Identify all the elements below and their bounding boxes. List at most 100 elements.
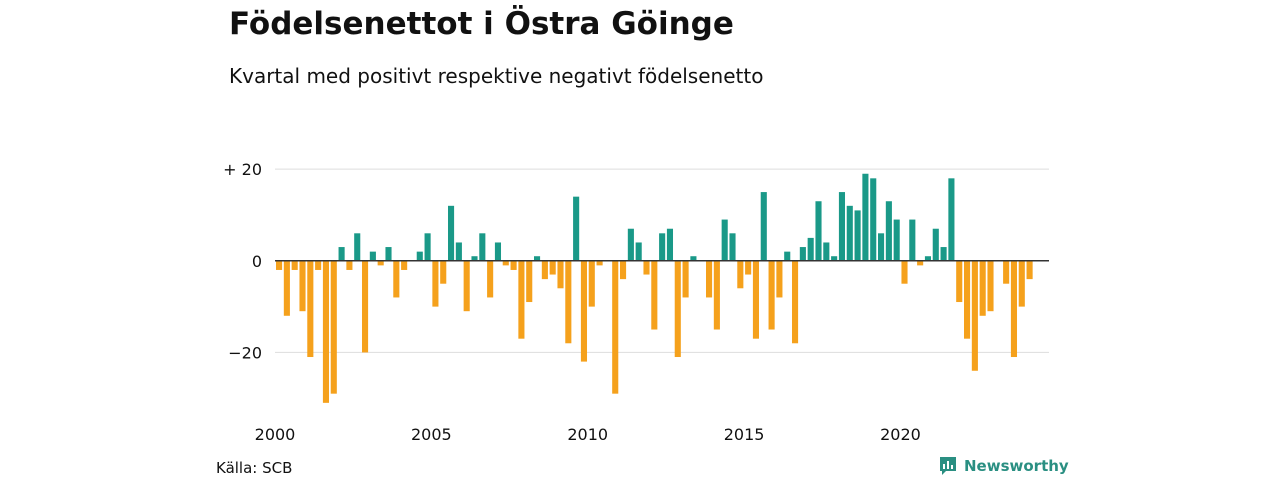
bar-positive	[455, 242, 462, 261]
bar-negative	[682, 260, 689, 298]
bar-negative	[463, 260, 470, 312]
bar-positive	[948, 178, 955, 261]
bar-negative	[432, 260, 439, 307]
bar-negative	[737, 260, 744, 289]
bar-negative	[322, 260, 330, 403]
bar-negative	[557, 260, 564, 289]
chart-subtitle: Kvartal med positivt respektive negativt…	[229, 64, 764, 88]
bar-negative	[917, 260, 924, 266]
chart-title: Födelsenettot i Östra Göinge	[229, 6, 734, 42]
bar-positive	[838, 192, 846, 261]
bar-negative	[674, 260, 681, 358]
bar-negative	[752, 260, 760, 339]
bar-positive	[424, 233, 431, 261]
bar-positive	[627, 228, 634, 261]
x-tick-label: 2005	[411, 425, 452, 444]
bar-negative	[393, 260, 400, 298]
bar-negative	[283, 260, 290, 316]
y-tick-label: 0	[252, 252, 262, 271]
bar-positive	[416, 251, 423, 261]
bar-negative	[362, 260, 369, 353]
bar-positive	[831, 256, 838, 261]
bar-negative	[377, 260, 384, 266]
bar-negative	[307, 260, 314, 358]
bar-positive	[721, 219, 728, 261]
bar-positive	[924, 256, 932, 261]
y-tick-label: + 20	[223, 160, 262, 179]
bar-positive	[823, 242, 830, 261]
bar-positive	[534, 256, 541, 261]
bar-positive	[573, 196, 580, 261]
bar-negative	[1003, 260, 1010, 284]
bar-positive	[385, 247, 392, 261]
x-tick-label: 2000	[255, 425, 296, 444]
bar-negative	[1010, 260, 1018, 358]
bar-negative	[276, 260, 283, 270]
bar-positive	[666, 228, 674, 261]
bar-positive	[729, 233, 736, 261]
bar-positive	[659, 233, 666, 261]
bar-negative	[964, 260, 971, 339]
bar-negative	[588, 260, 595, 307]
bar-positive	[854, 210, 861, 261]
bar-negative	[1026, 260, 1033, 280]
bar-negative	[565, 260, 572, 344]
bar-positive	[932, 228, 939, 261]
bar-negative	[651, 260, 658, 330]
bar-positive	[494, 242, 502, 261]
bar-positive	[690, 256, 697, 261]
bar-positive	[909, 219, 916, 261]
bar-negative	[987, 260, 994, 312]
bar-negative	[299, 260, 306, 312]
bar-negative	[291, 260, 298, 270]
bar-positive	[893, 219, 900, 261]
bar-negative	[643, 260, 650, 275]
bar-positive	[784, 251, 791, 261]
bar-positive	[870, 178, 877, 261]
bar-negative	[401, 260, 408, 270]
bar-positive	[479, 233, 486, 261]
bar-negative	[620, 260, 627, 280]
bar-negative	[768, 260, 775, 330]
bar-negative	[502, 260, 509, 266]
bar-positive	[369, 251, 376, 261]
newsworthy-logo-icon	[940, 457, 956, 475]
bar-negative	[706, 260, 713, 298]
bar-positive	[799, 247, 806, 261]
bar-negative	[971, 260, 978, 371]
bar-positive	[807, 237, 814, 261]
bar-negative	[526, 260, 533, 303]
bar-negative	[979, 260, 986, 316]
x-tick-label: 2020	[880, 425, 921, 444]
y-tick-label: −20	[228, 343, 262, 362]
bar-negative	[346, 260, 353, 270]
bar-positive	[448, 205, 455, 261]
bar-negative	[745, 260, 752, 275]
bar-positive	[815, 201, 822, 261]
bar-positive	[846, 205, 853, 261]
bar-negative	[510, 260, 517, 270]
brand-name: Newsworthy	[964, 457, 1069, 475]
bar-negative	[315, 260, 322, 270]
bar-negative	[612, 260, 619, 394]
bar-negative	[541, 260, 548, 280]
bar-negative	[580, 260, 588, 362]
bar-positive	[760, 192, 767, 261]
x-tick-label: 2010	[567, 425, 608, 444]
bar-positive	[471, 256, 478, 261]
bar-negative	[440, 260, 447, 284]
bar-negative	[518, 260, 525, 339]
bar-negative	[776, 260, 783, 298]
bar-negative	[792, 260, 799, 344]
brand-logo[interactable]: Newsworthy	[938, 456, 1069, 476]
bar-positive	[338, 247, 345, 261]
bar-negative	[956, 260, 963, 303]
bar-positive	[885, 201, 892, 261]
bar-negative	[713, 260, 720, 330]
bar-negative	[596, 260, 603, 266]
bar-positive	[940, 247, 947, 261]
source-note: Källa: SCB	[216, 459, 293, 477]
bar-positive	[862, 173, 869, 261]
bar-negative	[901, 260, 908, 284]
